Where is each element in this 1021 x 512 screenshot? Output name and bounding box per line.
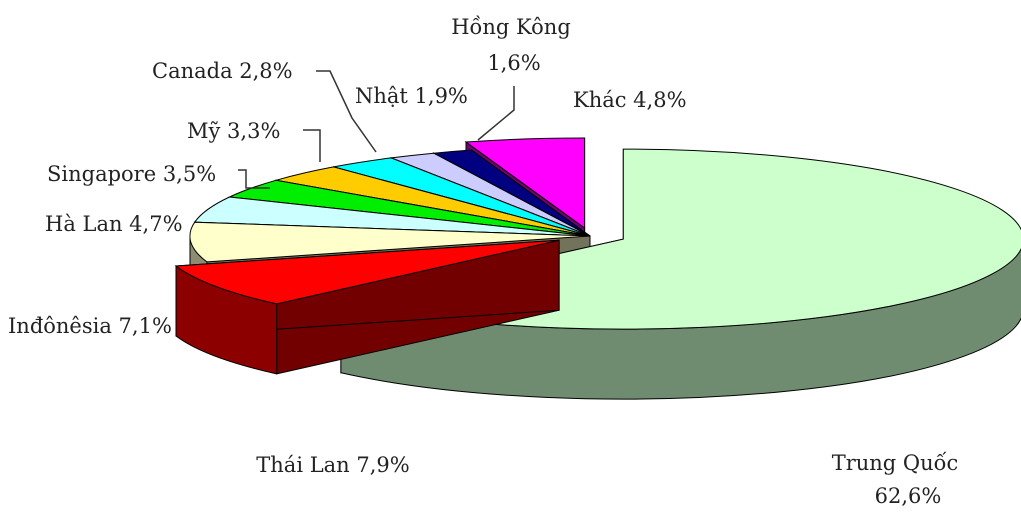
label-my: Mỹ 3,3% [187, 119, 280, 143]
slice-thai-lan [174, 239, 560, 375]
slice-top [174, 239, 560, 305]
leader-canada [316, 70, 377, 153]
label-indonesia: Inđônêsia 7,1% [8, 314, 172, 338]
leader-singapore [238, 169, 270, 189]
label-hong-kong: Hồng Kông [451, 15, 571, 39]
slice-top [464, 137, 586, 229]
label-canada: Canada 2,8% [152, 59, 293, 83]
label-hong-kong-value: 1,6% [487, 51, 540, 75]
leader-hong-kong [477, 86, 515, 141]
leader-my [303, 129, 321, 162]
label-ha-lan: Hà Lan 4,7% [45, 212, 183, 236]
leader-lines [238, 70, 515, 189]
pie-slices [174, 137, 1021, 400]
label-trung-quoc: Trung Quốc [832, 451, 959, 475]
slice-top [189, 221, 591, 263]
label-khac: Khác 4,8% [573, 88, 687, 112]
label-trung-quoc-value: 62,6% [875, 484, 942, 508]
label-thai-lan: Thái Lan 7,9% [256, 453, 409, 477]
label-nhat: Nhật 1,9% [355, 84, 468, 108]
label-singapore: Singapore 3,5% [47, 162, 216, 186]
